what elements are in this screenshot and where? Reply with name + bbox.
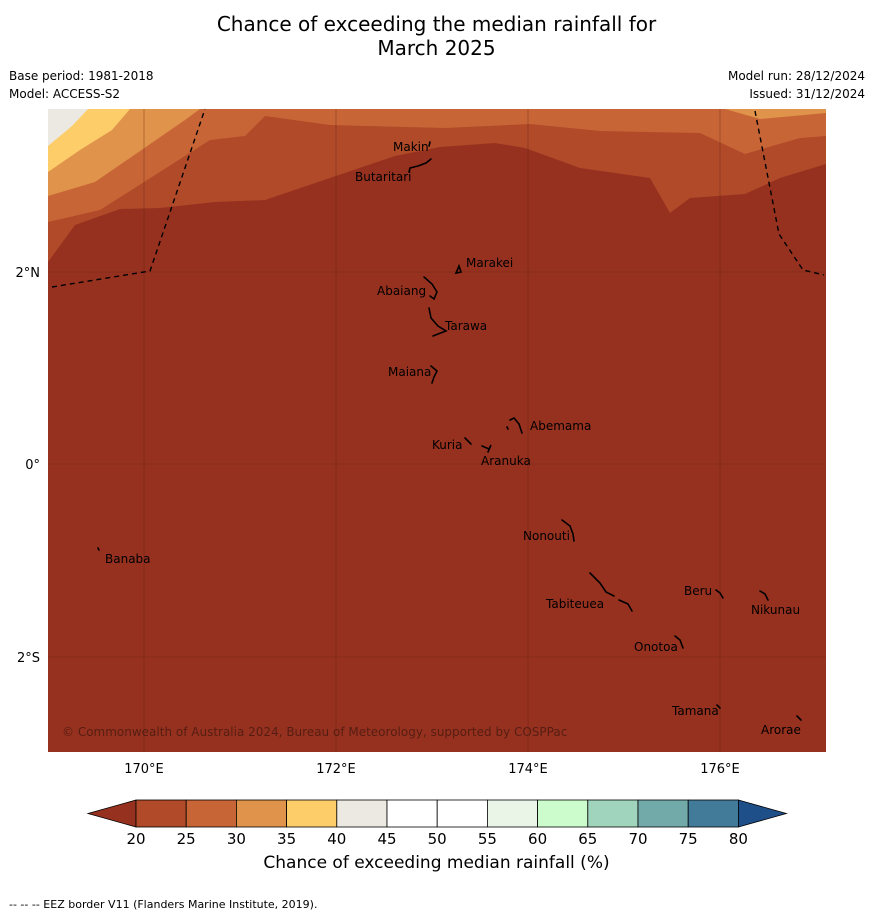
- island-label-maiana: Maiana: [388, 365, 431, 379]
- colorbar-tick-label: 20: [126, 830, 145, 848]
- island-label-arorae: Arorae: [761, 723, 801, 737]
- lat-label-0: 0°: [25, 458, 40, 473]
- nikunau-outline: [759, 590, 769, 601]
- island-label-butaritari: Butaritari: [355, 170, 412, 184]
- graticule: [48, 109, 826, 752]
- base-period: Base period: 1981-2018: [9, 69, 154, 83]
- colorbar-tick-label: 30: [227, 830, 246, 848]
- colorbar-segment: [637, 799, 689, 828]
- colorbar-segment: [185, 799, 237, 828]
- island-label-abaiang: Abaiang: [377, 284, 426, 298]
- tamana-outline: [716, 704, 721, 709]
- colorbar-segment: [436, 799, 488, 828]
- map-title: Chance of exceeding the median rainfall …: [0, 12, 873, 60]
- colorbar-segment: [135, 799, 187, 828]
- nonouti-outline: [561, 519, 575, 542]
- eez-border-west: [51, 108, 206, 288]
- island-label-abemama: Abemama: [530, 419, 591, 433]
- marakei-outline: [454, 263, 463, 275]
- model-name: Model: ACCESS-S2: [9, 87, 121, 101]
- probability-shading: [48, 109, 826, 752]
- makin-outline: [428, 141, 431, 147]
- lon-label-172e: 172°E: [316, 762, 356, 777]
- lat-label-2n: 2°N: [16, 266, 41, 281]
- tabiteuea-outline: [589, 572, 633, 612]
- abemama-outline: [506, 417, 523, 434]
- island-label-banaba: Banaba: [105, 552, 151, 566]
- arorae-outline: [796, 715, 802, 721]
- latitude-labels: 2°N 0° 2°S: [16, 266, 41, 666]
- colorbar-tick-label: 50: [428, 830, 447, 848]
- island-label-aranuka: Aranuka: [481, 454, 531, 468]
- island-label-tarawa: Tarawa: [444, 319, 487, 333]
- colorbar-extend-high: [738, 799, 788, 828]
- banaba-outline: [97, 547, 100, 551]
- model-run: Model run: 28/12/2024: [727, 69, 865, 83]
- band-45-50: [48, 109, 88, 146]
- colorbar-tick-label: 40: [327, 830, 346, 848]
- colorbar-extend-low: [86, 799, 137, 828]
- colorbar-tick-label: 70: [628, 830, 647, 848]
- aranuka-outline: [481, 444, 492, 453]
- island-label-makin: Makin: [393, 140, 429, 154]
- colorbar-segment: [336, 799, 388, 828]
- colorbar-tick-label: 60: [528, 830, 547, 848]
- colorbar-tick-label: 80: [729, 830, 748, 848]
- eez-border: [51, 108, 825, 288]
- beru-outline: [715, 589, 724, 599]
- island-outlines: [97, 141, 802, 721]
- kuria-outline: [464, 437, 472, 445]
- issued-date: Issued: 31/12/2024: [749, 87, 865, 101]
- island-labels: Makin Butaritari Marakei Abaiang Tarawa Maian…: [105, 140, 801, 737]
- abaiang-outline: [423, 276, 438, 301]
- colorbar-segment: [386, 799, 438, 828]
- colorbar-segment: [486, 799, 538, 828]
- colorbar: 20 25 30 35 40 45 50 55 60 65 70 75 80: [86, 799, 788, 848]
- colorbar-tick-label: 55: [478, 830, 497, 848]
- longitude-labels: 170°E 172°E 174°E 176°E: [124, 762, 740, 777]
- eez-border-east: [754, 110, 825, 276]
- title-line-1: Chance of exceeding the median rainfall …: [216, 12, 657, 36]
- band-25-30: [48, 109, 826, 262]
- eez-legend-note: -- -- -- EEZ border V11 (Flanders Marine…: [9, 898, 318, 911]
- onotoa-outline: [674, 635, 684, 649]
- island-label-tamana: Tamana: [671, 704, 719, 718]
- maiana-outline: [430, 365, 438, 384]
- island-label-tabiteuea: Tabiteuea: [545, 597, 604, 611]
- colorbar-segment: [286, 799, 338, 828]
- colorbar-tick-label: 75: [679, 830, 698, 848]
- band-35-40-east: [725, 109, 826, 119]
- colorbar-tick-label: 65: [578, 830, 597, 848]
- colorbar-segment: [537, 799, 589, 828]
- colorbar-tick-label: 25: [177, 830, 196, 848]
- colorbar-segment: [587, 799, 639, 828]
- lon-label-176e: 176°E: [700, 762, 740, 777]
- tarawa-outline: [428, 307, 448, 337]
- butaritari-outline: [408, 158, 432, 173]
- colorbar-segment: [687, 799, 739, 828]
- meta-left: Base period: 1981-2018 Model: ACCESS-S2: [9, 67, 154, 103]
- colorbar-tick-label: 35: [277, 830, 296, 848]
- island-label-nonouti: Nonouti: [523, 529, 570, 543]
- island-label-marakei: Marakei: [466, 256, 513, 270]
- copyright-notice: © Commonwealth of Australia 2024, Bureau…: [62, 725, 567, 739]
- colorbar-tick-label: 45: [377, 830, 396, 848]
- lon-label-174e: 174°E: [508, 762, 548, 777]
- lon-label-170e: 170°E: [124, 762, 164, 777]
- island-label-onotoa: Onotoa: [634, 640, 678, 654]
- title-line-2: March 2025: [377, 36, 496, 60]
- lat-label-2s: 2°S: [17, 651, 40, 666]
- island-label-beru: Beru: [684, 584, 712, 598]
- band-20-25: [48, 109, 826, 752]
- colorbar-title: Chance of exceeding median rainfall (%): [263, 853, 610, 873]
- island-label-kuria: Kuria: [432, 438, 463, 452]
- island-label-nikunau: Nikunau: [751, 603, 800, 617]
- meta-right: Model run: 28/12/2024 Issued: 31/12/2024: [728, 67, 865, 103]
- colorbar-segment: [235, 799, 287, 828]
